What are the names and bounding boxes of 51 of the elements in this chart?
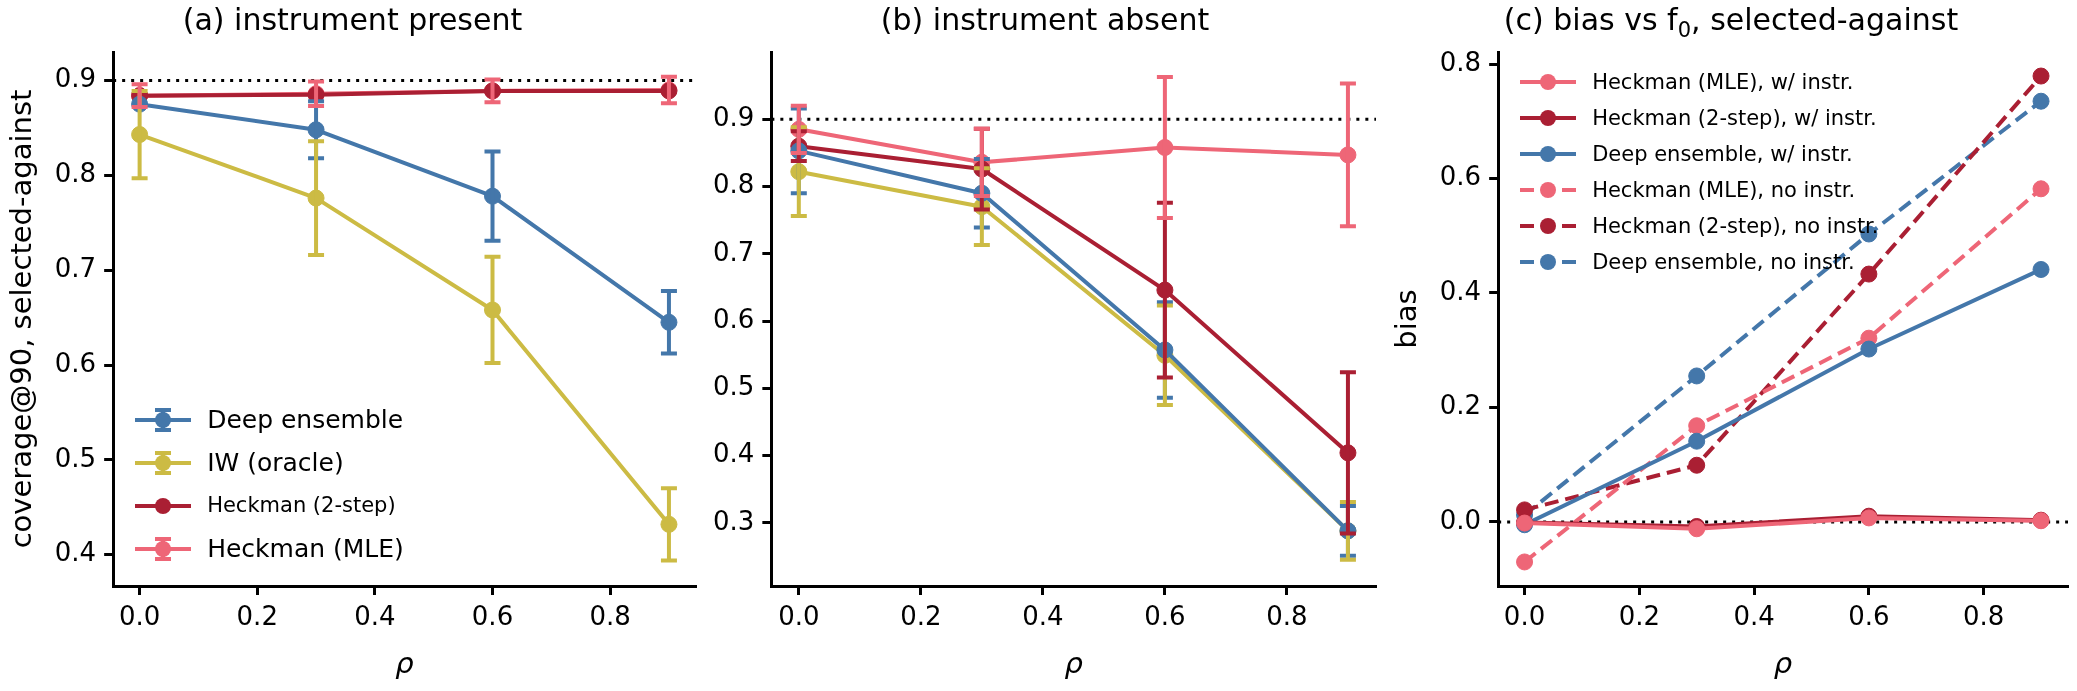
x-tick-label: 0.8 — [1266, 601, 1308, 632]
x-tick-label: 0.6 — [471, 601, 514, 632]
legend-label: Deep ensemble — [207, 405, 404, 434]
y-tick-label: 0.6 — [712, 303, 755, 334]
y-axis-title: bias — [1388, 289, 1423, 349]
x-tick-label: 0.4 — [354, 601, 396, 632]
x-tick-label: 0.8 — [589, 601, 631, 632]
chart-title: (c) bias vs f$_{0}$, selected-against — [1502, 2, 1960, 42]
y-tick-label: 0.8 — [54, 158, 97, 189]
y-tick-label: 0.2 — [1439, 390, 1482, 421]
x-tick-label: 0.6 — [1144, 601, 1186, 632]
y-tick-label: 0.5 — [54, 442, 97, 473]
x-axis-title: ρ — [395, 646, 415, 681]
x-axis-title: ρ — [1064, 646, 1084, 681]
y-tick-label: 0.4 — [712, 438, 755, 469]
legend-label: Heckman (2-step), w/ instr. — [1592, 105, 1877, 130]
legend-label: IW (oracle) — [207, 448, 344, 477]
y-tick-label: 0.3 — [712, 505, 755, 536]
y-tick-label: 0.8 — [712, 169, 755, 200]
y-tick-label: 0.4 — [1439, 275, 1482, 306]
chart-title: (b) instrument absent — [879, 2, 1211, 37]
y-tick-label: 0.4 — [54, 537, 97, 568]
x-axis-title: ρ — [1773, 646, 1793, 681]
y-tick-label: 0.6 — [54, 347, 97, 378]
x-tick-label: 0.2 — [1618, 601, 1660, 632]
legend-label: Heckman (MLE), no instr. — [1592, 177, 1856, 202]
legend-label: Heckman (2-step), no instr. — [1592, 213, 1879, 238]
legend-label: Heckman (MLE) — [207, 534, 404, 563]
y-tick-label: 0.7 — [54, 252, 97, 283]
x-tick-label: 0.0 — [778, 601, 820, 632]
y-axis-title: coverage@90, selected-against — [3, 89, 38, 549]
x-tick-label: 0.8 — [1962, 601, 2005, 632]
y-tick-label: 0.7 — [712, 236, 755, 267]
y-tick-label: 0.8 — [1439, 46, 1482, 77]
x-tick-label: 0.2 — [900, 601, 942, 632]
legend-label: Deep ensemble, w/ instr. — [1592, 141, 1853, 166]
legend-label: Deep ensemble, no instr. — [1592, 249, 1855, 274]
y-tick-label: 0.9 — [54, 63, 97, 94]
x-tick-label: 0.4 — [1733, 601, 1775, 632]
y-tick-label: 0.0 — [1439, 504, 1482, 535]
y-tick-label: 0.6 — [1439, 161, 1482, 192]
x-tick-label: 0.0 — [1503, 601, 1546, 632]
y-tick-label: 0.5 — [712, 371, 755, 402]
chart-title: (a) instrument present — [181, 2, 524, 37]
x-tick-label: 0.2 — [236, 601, 278, 632]
y-tick-label: 0.9 — [712, 102, 755, 132]
legend-label: Heckman (2-step) — [207, 493, 396, 517]
legend-label: Heckman (MLE), w/ instr. — [1592, 69, 1854, 94]
x-tick-label: 0.0 — [118, 601, 161, 632]
x-tick-label: 0.4 — [1022, 601, 1064, 632]
x-tick-label: 0.6 — [1848, 601, 1890, 632]
